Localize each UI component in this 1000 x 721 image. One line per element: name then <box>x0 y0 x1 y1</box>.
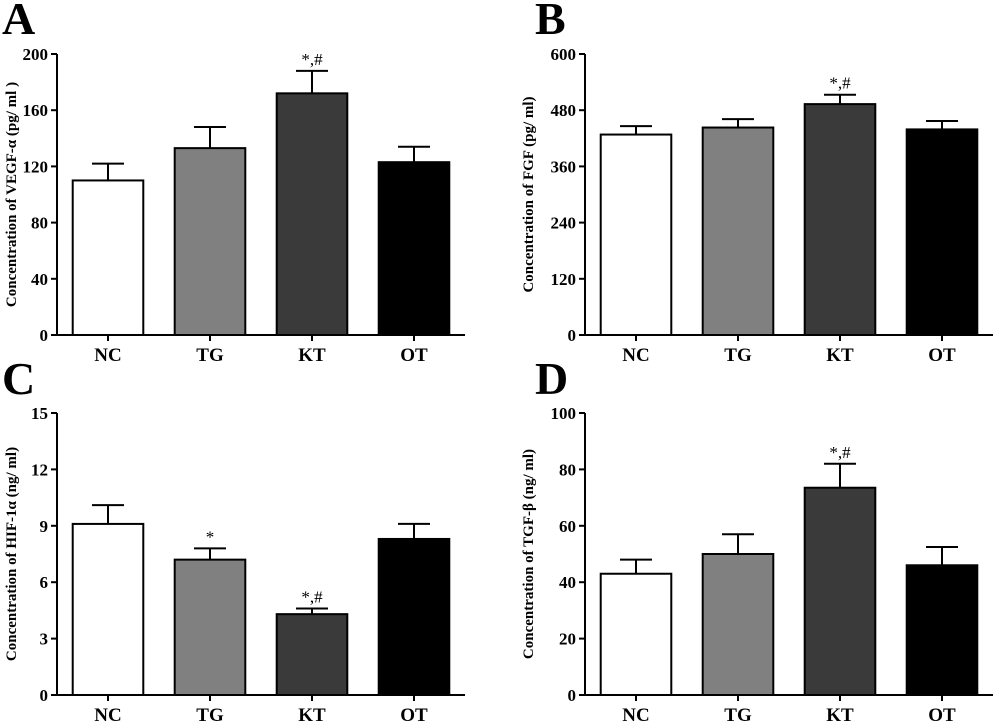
y-tick-label: 360 <box>551 157 577 176</box>
x-tick-label: TG <box>196 705 224 721</box>
x-tick-label: NC <box>94 345 121 366</box>
y-tick-label: 0 <box>40 686 49 705</box>
y-tick-label: 100 <box>551 404 577 423</box>
x-tick-label: KT <box>826 345 854 366</box>
bar-nc <box>599 572 673 696</box>
y-axis-label: Concentration of FGF (pg/ ml) <box>521 96 537 292</box>
x-tick-label: NC <box>94 705 121 721</box>
y-tick-label: 120 <box>23 157 49 176</box>
x-tick-label: KT <box>298 345 326 366</box>
bar-tg <box>173 147 247 336</box>
panel-letter: A <box>2 0 35 44</box>
y-axis-label: Concentration of TGF-β (ng/ ml) <box>521 449 537 659</box>
y-tick-label: 480 <box>551 101 577 120</box>
y-tick-label: 240 <box>551 214 577 233</box>
chart-panel-c: C Concentration of HIF-1α (ng/ ml) 0 3 6 9 12 1… <box>2 353 465 721</box>
bar-kt <box>803 103 877 336</box>
bar-kt <box>803 486 877 697</box>
significance-mark: *,# <box>829 443 851 462</box>
y-tick-label: 15 <box>31 404 48 423</box>
bar-nc <box>71 179 145 336</box>
x-tick-label: OT <box>400 345 428 366</box>
y-tick-label: 40 <box>31 270 48 289</box>
y-tick-label: 0 <box>40 326 49 345</box>
x-tick-label: TG <box>724 705 752 721</box>
bar-tg <box>173 558 247 697</box>
bar-ot <box>377 161 451 336</box>
y-tick-label: 200 <box>23 45 49 64</box>
chart-panel-d: D Concentration of TGF-β (ng/ ml) 0 20 40 60 8… <box>521 353 993 721</box>
y-tick-label: 0 <box>568 686 577 705</box>
y-tick-label: 20 <box>559 630 576 649</box>
y-tick-label: 80 <box>31 214 48 233</box>
bar-ot <box>905 564 979 697</box>
x-tick-label: OT <box>400 705 428 721</box>
bar-kt <box>275 92 349 336</box>
panel-letter: D <box>535 353 568 404</box>
chart-panel-a: A Concentration of VEGF-α (pg/ ml ) 0 40 80 1… <box>2 0 465 366</box>
y-axis-label: Concentration of HIF-1α (ng/ ml) <box>4 447 20 661</box>
bar-nc <box>71 522 145 696</box>
y-tick-label: 40 <box>559 573 576 592</box>
bar-kt <box>275 613 349 696</box>
x-tick-label: KT <box>826 705 854 721</box>
bar-ot <box>905 128 979 336</box>
significance-mark: *,# <box>301 588 323 607</box>
x-tick-label: NC <box>622 345 649 366</box>
x-tick-label: OT <box>928 345 956 366</box>
x-tick-label: OT <box>928 705 956 721</box>
bar-nc <box>599 133 673 336</box>
x-tick-label: KT <box>298 705 326 721</box>
y-tick-label: 6 <box>40 573 49 592</box>
y-tick-label: 0 <box>568 326 577 345</box>
x-tick-label: TG <box>724 345 752 366</box>
y-tick-label: 600 <box>551 45 577 64</box>
y-tick-label: 120 <box>551 270 577 289</box>
x-tick-label: TG <box>196 345 224 366</box>
y-tick-label: 12 <box>31 460 48 479</box>
y-tick-label: 80 <box>559 460 576 479</box>
chart-panel-b: B Concentration of FGF (pg/ ml) 0 120 240 360… <box>521 0 993 366</box>
y-tick-label: 160 <box>23 101 49 120</box>
bar-tg <box>701 126 775 336</box>
panel-letter: B <box>535 0 566 44</box>
panel-letter: C <box>2 353 35 404</box>
y-axis-label: Concentration of VEGF-α (pg/ ml ) <box>4 82 20 307</box>
significance-mark: *,# <box>829 74 851 93</box>
bar-ot <box>377 537 451 697</box>
y-tick-label: 9 <box>40 517 49 536</box>
y-tick-label: 60 <box>559 517 576 536</box>
bar-tg <box>701 553 775 696</box>
y-tick-label: 3 <box>40 630 49 649</box>
x-tick-label: NC <box>622 705 649 721</box>
significance-mark: * <box>206 527 215 546</box>
significance-mark: *,# <box>301 50 323 69</box>
